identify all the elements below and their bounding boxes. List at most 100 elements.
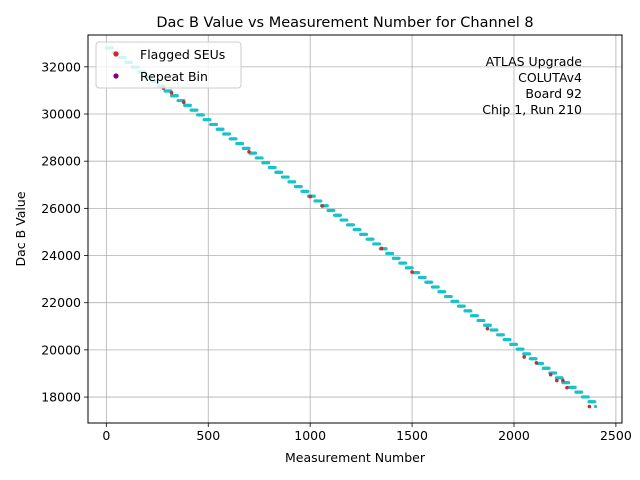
flagged-seu-point (485, 326, 490, 331)
data-point (534, 357, 538, 361)
flagged-seu-point (379, 246, 384, 251)
data-point (397, 256, 401, 260)
data-point (221, 127, 225, 131)
data-point (560, 376, 564, 380)
flagged-seu-point (565, 385, 569, 390)
legend-marker-repeat-bin (113, 73, 119, 79)
flagged-seu-point (548, 372, 553, 377)
grid (88, 35, 622, 423)
data-point (175, 94, 179, 98)
data-point (501, 333, 505, 337)
x-tick-label: 1500 (396, 428, 428, 443)
data-point (201, 113, 205, 117)
data-point (253, 151, 258, 155)
data-point (299, 185, 303, 189)
data-point (351, 223, 355, 227)
data-point (306, 189, 310, 193)
data-point (338, 213, 342, 217)
x-tick-label: 2000 (498, 428, 530, 443)
data-point (247, 146, 251, 150)
data-point (410, 266, 414, 270)
data-point (514, 342, 519, 346)
data-point (266, 161, 271, 165)
annotation-line-3: Board 92 (525, 86, 582, 101)
chart-title: Dac B Value vs Measurement Number for Ch… (156, 15, 533, 31)
data-point (540, 361, 545, 366)
x-tick-label: 500 (196, 428, 220, 443)
annotation-line-1: ATLAS Upgrade (486, 54, 583, 69)
annotation-line-4: Chip 1, Run 210 (482, 102, 582, 117)
legend-box (95, 41, 242, 89)
y-tick-label: 20000 (41, 342, 81, 357)
data-point (293, 180, 297, 184)
plot-frame (87, 34, 623, 424)
data-point (547, 366, 551, 370)
data-point (319, 199, 323, 203)
x-tick-label: 1000 (294, 428, 326, 443)
flagged-seu-point (587, 404, 592, 409)
data-point (240, 141, 245, 146)
data-point (495, 328, 499, 332)
data-point (195, 108, 199, 112)
data-point (593, 404, 598, 409)
x-axis-ticks: 0 500 1000 1500 2000 2500 (102, 423, 632, 443)
y-tick-label: 18000 (41, 390, 81, 405)
legend-label-repeat-bin: Repeat Bin (140, 69, 208, 84)
flagged-seu-point (308, 194, 312, 199)
data-point (273, 165, 277, 170)
data-point (488, 323, 492, 327)
y-tick-label: 22000 (41, 295, 81, 310)
data-point (456, 299, 460, 303)
flagged-seu-point (169, 90, 174, 95)
annotation-block: ATLAS Upgrade COLUTAv4 Board 92 Chip 1, … (482, 54, 582, 117)
data-point (384, 247, 388, 251)
data-point (573, 385, 577, 389)
data-point (403, 261, 408, 265)
y-tick-label: 28000 (41, 154, 81, 169)
y-tick-label: 24000 (41, 248, 81, 263)
data-point (430, 280, 434, 284)
data-point (214, 122, 218, 127)
data-point (227, 132, 232, 136)
y-tick-label: 30000 (41, 107, 81, 122)
flagged-seu-point (554, 378, 559, 383)
data-point (390, 251, 395, 256)
data-point (482, 318, 486, 323)
data-point (469, 309, 473, 313)
legend: Flagged SEUs Repeat Bin (95, 41, 242, 89)
data-point (521, 347, 525, 351)
y-tick-label: 26000 (41, 201, 81, 216)
data-point (580, 390, 584, 394)
data-point (436, 285, 440, 289)
data-point (364, 232, 369, 236)
x-tick-label: 2500 (600, 428, 632, 443)
data-point (449, 294, 453, 299)
data-point (286, 175, 290, 179)
data-point (377, 242, 382, 246)
y-tick-label: 32000 (41, 59, 81, 74)
data-point (260, 156, 264, 160)
data-point (508, 337, 512, 342)
data-point (567, 380, 571, 385)
data-point (475, 314, 479, 318)
annotation-line-2: COLUTAv4 (518, 70, 582, 85)
legend-label-flagged-seus: Flagged SEUs (140, 47, 225, 62)
data-point (527, 352, 532, 356)
flagged-seu-point (320, 204, 325, 208)
flagged-seu-point (247, 149, 251, 154)
flagged-seu-point (410, 270, 414, 274)
data-point (553, 371, 558, 375)
flagged-seu-point (561, 378, 565, 383)
data-point (423, 275, 427, 280)
data-point (312, 194, 316, 198)
legend-marker-flagged-seus (113, 51, 119, 57)
data-point (371, 237, 375, 241)
flagged-seu-point (534, 361, 539, 365)
x-tick-label: 0 (102, 428, 110, 443)
data-point (234, 137, 238, 141)
y-axis-ticks: 18000 20000 22000 24000 26000 28000 30000 32000 (41, 59, 88, 405)
data-point (345, 218, 349, 222)
data-point (443, 290, 447, 294)
x-axis-label: Measurement Number (285, 450, 426, 465)
